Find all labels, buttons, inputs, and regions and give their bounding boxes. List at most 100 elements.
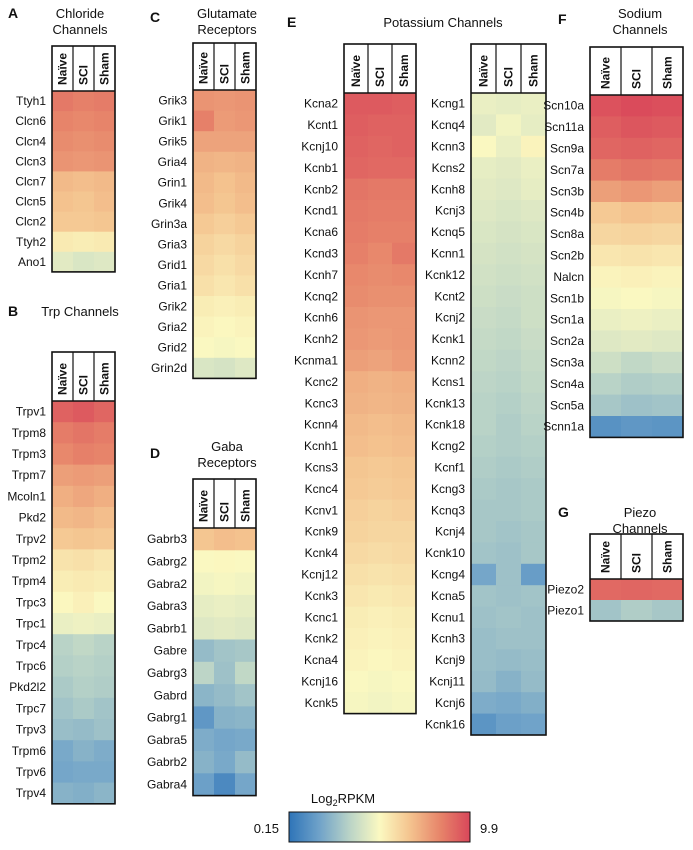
row-label: Kcnj11: [429, 675, 465, 689]
heatmap-cell: [496, 93, 522, 115]
heatmap-cell: [52, 91, 74, 112]
heatmap-cell: [73, 719, 95, 741]
heatmap-cell: [368, 371, 393, 393]
column-label: Naïve: [599, 541, 613, 573]
panel-e: E Potassium Channels Kcna2 Kcnt1 Kcnj10 Kcnb1…: [287, 14, 503, 715]
heatmap-cell: [52, 761, 74, 783]
heatmap-cell: [94, 719, 116, 741]
row-label: Grin2d: [151, 361, 187, 375]
row-label: Kcnq5: [431, 225, 465, 239]
heatmap-cell: [214, 193, 236, 214]
panel-frame: [51, 45, 116, 273]
row-label: Trpv3: [16, 723, 47, 737]
heatmap-cell: [368, 692, 393, 714]
heatmap-cell: [471, 328, 497, 351]
heatmap-cell: [471, 628, 497, 650]
row-label: Kcnma1: [294, 354, 338, 368]
heatmap-cell: [52, 782, 74, 805]
heatmap-cell: [368, 606, 393, 629]
heatmap-cell: [590, 159, 622, 181]
heatmap-cell: [368, 542, 393, 565]
row-label: Kcnk9: [305, 525, 339, 539]
heatmap-cell: [193, 234, 215, 256]
heatmap-cell: [652, 116, 684, 139]
heatmap-cell: [392, 93, 417, 115]
column-label: Naïve: [197, 490, 211, 522]
row-label: Trpv1: [16, 405, 47, 419]
heatmap-cell: [235, 728, 257, 752]
heatmap-cell: [590, 309, 622, 331]
heatmap-cell: [590, 116, 622, 139]
heatmap-cell: [193, 528, 215, 551]
row-label: Kcnh2: [304, 332, 338, 346]
heatmap-cell: [73, 464, 95, 487]
heatmap-cell: [496, 307, 522, 329]
heatmap-cell: [52, 191, 74, 212]
heatmap-cell: [73, 151, 95, 172]
heatmap-cell: [52, 740, 74, 762]
heatmap-cell: [73, 761, 95, 783]
panel-frame: [343, 43, 417, 715]
heatmap-cell: [368, 414, 393, 436]
heatmap-cell: [73, 634, 95, 656]
heatmap-cell: [368, 178, 393, 201]
heatmap-cell: [235, 90, 257, 111]
heatmap-cell: [235, 751, 257, 774]
heatmap-cell: [368, 349, 393, 372]
colorbar-gradient: [288, 811, 471, 843]
row-label: Grin3a: [151, 217, 187, 231]
row-label: Gabra3: [147, 599, 187, 613]
heatmap-cell: [52, 570, 74, 593]
row-label: Grik2: [158, 299, 187, 313]
heatmap-cell: [214, 773, 236, 796]
heatmap-cell: [235, 617, 257, 640]
row-label: Kcnh1: [304, 439, 338, 453]
heatmap-cell: [193, 773, 215, 796]
heatmap-cell: [52, 591, 74, 614]
heatmap-cell: [235, 131, 257, 153]
heatmap-cell: [590, 373, 622, 395]
heatmap-cell: [344, 670, 369, 693]
heatmap-cell: [368, 435, 393, 458]
heatmap-cell: [392, 628, 417, 650]
heatmap-cell: [235, 151, 257, 173]
heatmap-cell: [652, 137, 684, 160]
heatmap-cell: [392, 200, 417, 222]
heatmap-cell: [193, 594, 215, 618]
heatmap-cell: [52, 528, 74, 550]
heatmap-cell: [392, 606, 417, 629]
heatmap-cell: [52, 655, 74, 677]
heatmap-cell: [73, 91, 95, 112]
heatmap-cell: [344, 563, 369, 586]
heatmap-cell: [368, 242, 393, 265]
heatmap-cell: [521, 606, 547, 629]
heatmap-cell: [94, 191, 116, 212]
heatmap-cell: [344, 392, 369, 415]
heatmap-cell: [214, 728, 236, 752]
heatmap-cell: [52, 443, 74, 465]
heatmap-cell: [344, 435, 369, 458]
heatmap-cell: [521, 628, 547, 650]
row-label: Kcnb2: [304, 182, 338, 196]
heatmap-cell: [214, 213, 236, 235]
row-label: Gabrb1: [147, 621, 187, 635]
heatmap-cell: [496, 371, 522, 393]
row-label: Kcnn1: [431, 247, 465, 261]
heatmap-cell: [368, 221, 393, 244]
heatmap-cell: [392, 349, 417, 372]
row-label: Kcnk12: [425, 268, 465, 282]
row-label: Kcnt2: [434, 289, 465, 303]
heatmap-cell: [344, 264, 369, 286]
panel-frame: [589, 533, 684, 622]
row-label: Grik1: [158, 114, 187, 128]
row-label: Gria4: [158, 155, 188, 169]
heatmap-cell: [652, 600, 684, 622]
heatmap-cell: [496, 628, 522, 650]
heatmap-cell: [471, 264, 497, 286]
heatmap-cell: [94, 782, 116, 805]
row-label: Trpm3: [12, 447, 47, 461]
heatmap-cell: [521, 307, 547, 329]
heatmap-cell: [590, 600, 622, 622]
column-label: Naïve: [349, 55, 363, 87]
row-label: Pkd2: [19, 511, 47, 525]
